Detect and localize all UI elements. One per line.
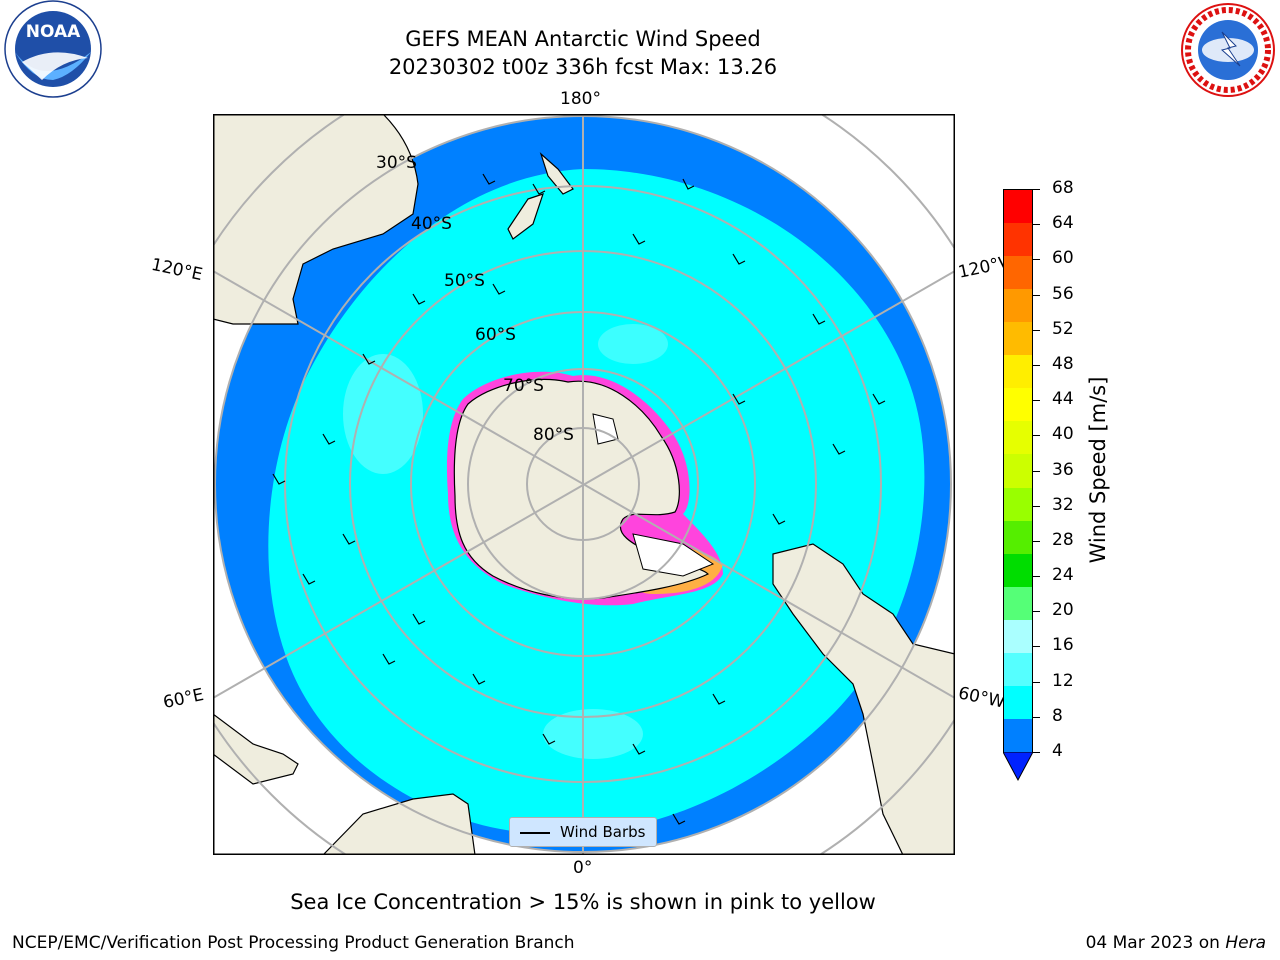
colorbar-segment bbox=[1004, 586, 1032, 620]
colorbar-tick-mark bbox=[1033, 329, 1040, 331]
colorbar-segment bbox=[1004, 652, 1032, 686]
colorbar-tick-label: 8 bbox=[1052, 705, 1063, 726]
colorbar-tick-mark bbox=[1033, 540, 1040, 542]
svg-text:NOAA: NOAA bbox=[26, 22, 81, 42]
colorbar-segment bbox=[1004, 190, 1032, 224]
colorbar-tick-label: 32 bbox=[1052, 494, 1074, 515]
colorbar-tick-label: 16 bbox=[1052, 635, 1074, 656]
lat-label-70: 70°S bbox=[503, 376, 544, 396]
colorbar-segment bbox=[1004, 487, 1032, 521]
sea-ice-caption: Sea Ice Concentration > 15% is shown in … bbox=[290, 890, 876, 914]
colorbar-tick-mark bbox=[1033, 576, 1040, 578]
colorbar-tick-mark bbox=[1033, 716, 1040, 718]
colorbar-tick-mark bbox=[1033, 752, 1040, 753]
colorbar-segment bbox=[1004, 223, 1032, 257]
colorbar-extend-arrow bbox=[1003, 752, 1033, 782]
graticule bbox=[213, 114, 955, 855]
colorbar-tick-label: 56 bbox=[1052, 283, 1074, 304]
lat-label-80: 80°S bbox=[533, 425, 574, 445]
lat-label-30: 30°S bbox=[376, 153, 417, 173]
legend-box: Wind Barbs bbox=[509, 817, 657, 847]
wind-barbs bbox=[272, 173, 886, 825]
lat-label-40: 40°S bbox=[411, 214, 452, 234]
colorbar-tick-mark bbox=[1033, 294, 1040, 296]
colorbar-tick-label: 64 bbox=[1052, 213, 1074, 234]
colorbar-segment bbox=[1004, 421, 1032, 455]
colorbar-segment bbox=[1004, 685, 1032, 719]
colorbar-tick-mark bbox=[1033, 364, 1040, 366]
colorbar-tick-mark bbox=[1033, 505, 1040, 507]
footer-left: NCEP/EMC/Verification Post Processing Pr… bbox=[12, 933, 575, 953]
lon-label-120e: 120°E bbox=[149, 254, 205, 286]
lon-label-180: 180° bbox=[560, 89, 601, 109]
colorbar-tick-mark bbox=[1033, 681, 1040, 683]
colorbar-tick-label: 68 bbox=[1052, 178, 1074, 198]
lat-label-50: 50°S bbox=[444, 271, 485, 291]
colorbar-tick-mark bbox=[1033, 470, 1040, 472]
footer-date-text: 04 Mar 2023 on bbox=[1085, 933, 1226, 953]
colorbar-tick-label: 40 bbox=[1052, 424, 1074, 445]
colorbar-segment bbox=[1004, 256, 1032, 290]
map-svg: 30°S 40°S 50°S 60°S 70°S 80°S bbox=[213, 114, 955, 855]
colorbar-segment bbox=[1004, 553, 1032, 587]
colorbar-tick-label: 12 bbox=[1052, 670, 1074, 691]
noaa-logo: NOAA bbox=[2, 0, 104, 104]
colorbar-tick-mark bbox=[1033, 611, 1040, 613]
colorbar-tick-mark bbox=[1033, 646, 1040, 648]
legend-line-sample bbox=[520, 832, 550, 834]
title-line-2: 20230302 t00z 336h fcst Max: 13.26 bbox=[388, 55, 778, 79]
lon-label-0: 0° bbox=[573, 858, 593, 878]
colorbar-segment bbox=[1004, 619, 1032, 653]
colorbar-segment bbox=[1004, 520, 1032, 554]
title-line-1: GEFS MEAN Antarctic Wind Speed bbox=[405, 27, 761, 51]
colorbar bbox=[1003, 189, 1033, 753]
colorbar-tick-mark bbox=[1033, 189, 1040, 190]
nws-logo bbox=[1178, 2, 1278, 102]
colorbar-segment bbox=[1004, 718, 1032, 752]
colorbar-tick-label: 48 bbox=[1052, 353, 1074, 374]
colorbar-segment bbox=[1004, 289, 1032, 323]
colorbar-tick-mark bbox=[1033, 435, 1040, 437]
colorbar-tick-label: 20 bbox=[1052, 600, 1074, 621]
land-new-zealand bbox=[539, 152, 574, 195]
colorbar-segment bbox=[1004, 355, 1032, 389]
colorbar-tick-mark bbox=[1033, 259, 1040, 261]
colorbar-tick-mark bbox=[1033, 400, 1040, 402]
lon-label-60e: 60°E bbox=[161, 684, 206, 714]
lon-label-60w: 60°W bbox=[956, 683, 1007, 713]
lat-label-60: 60°S bbox=[475, 325, 516, 345]
colorbar-segment bbox=[1004, 322, 1032, 356]
colorbar-tick-label: 36 bbox=[1052, 459, 1074, 480]
polar-map: 30°S 40°S 50°S 60°S 70°S 80°S Wind Barbs bbox=[213, 114, 955, 855]
colorbar-segment bbox=[1004, 388, 1032, 422]
colorbar-tick-label: 60 bbox=[1052, 248, 1074, 269]
colorbar-tick-label: 24 bbox=[1052, 565, 1074, 586]
colorbar-tick-label: 44 bbox=[1052, 389, 1074, 410]
colorbar-tick-mark bbox=[1033, 224, 1040, 226]
colorbar-label: Wind Speed [m/s] bbox=[1086, 376, 1110, 564]
footer-machine: Hera bbox=[1225, 933, 1266, 953]
colorbar-segment bbox=[1004, 454, 1032, 488]
colorbar-tick-label: 4 bbox=[1052, 741, 1063, 761]
footer-date: 04 Mar 2023 on Hera bbox=[1086, 933, 1266, 953]
colorbar-tick-label: 52 bbox=[1052, 318, 1074, 339]
legend-label: Wind Barbs bbox=[560, 823, 646, 841]
colorbar-tick-label: 28 bbox=[1052, 529, 1074, 550]
